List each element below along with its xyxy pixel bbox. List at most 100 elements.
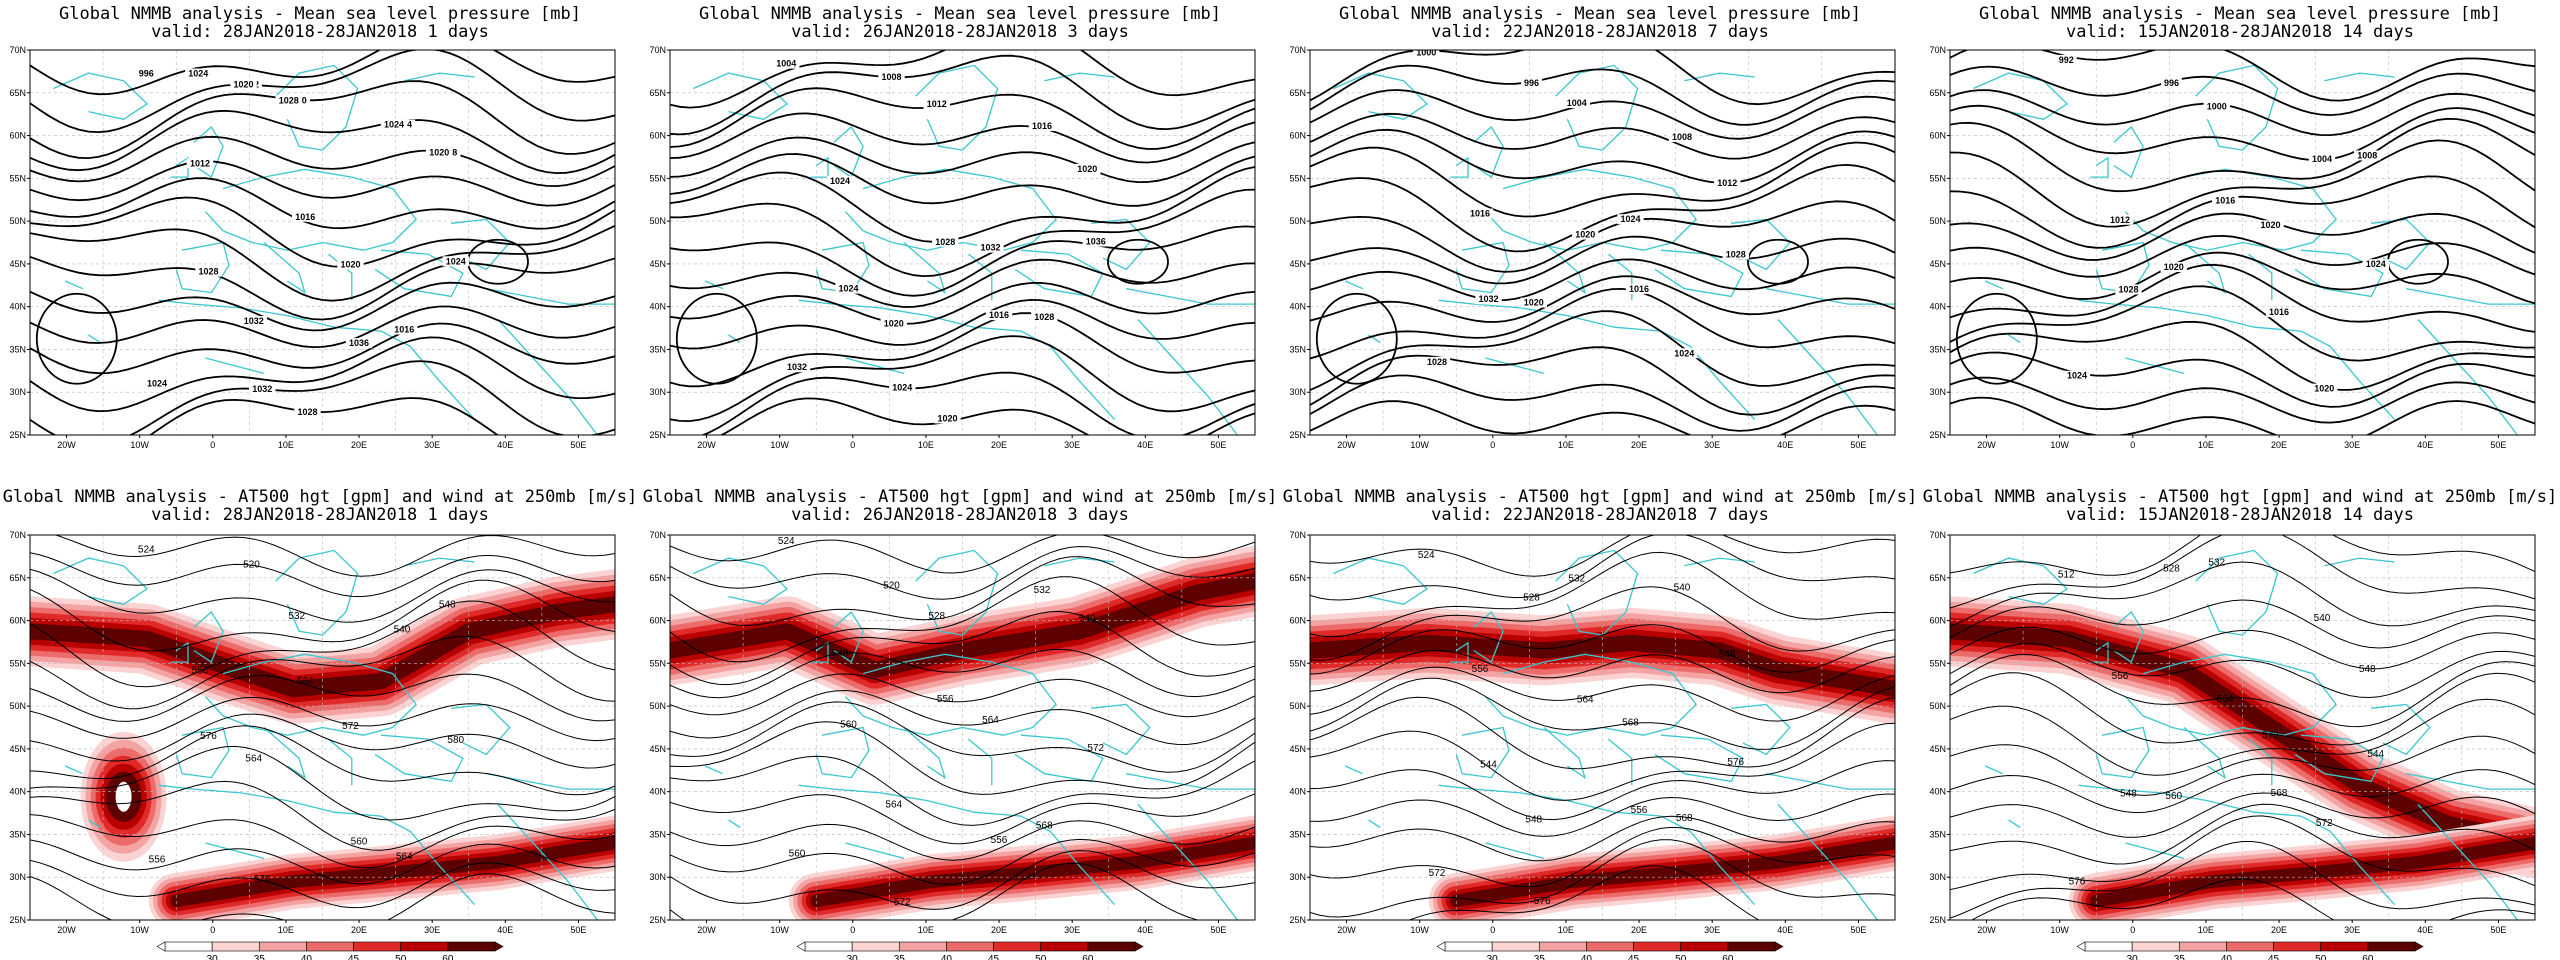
colorbar-tick-label: 40 xyxy=(301,954,313,960)
latitude-label: 50N xyxy=(9,216,26,226)
latitude-label: 70N xyxy=(1929,45,1946,55)
isoline xyxy=(1950,320,2535,391)
isoline xyxy=(1310,89,1895,140)
longitude-label: 10E xyxy=(278,440,294,450)
pressure-map: 9969921000100410081012101610201024102810… xyxy=(9,45,616,450)
colorbar-segment xyxy=(258,941,307,952)
coastline xyxy=(2406,773,2535,790)
isoline xyxy=(670,112,1255,164)
longitude-label: 10W xyxy=(1410,440,1429,450)
latitude-label: 40N xyxy=(649,302,666,312)
contour-label: 576 xyxy=(254,874,271,885)
latitude-label: 45N xyxy=(9,744,26,754)
coastline xyxy=(1485,357,1545,375)
contour-label: 1004 xyxy=(1567,98,1587,108)
contour-label-bg xyxy=(195,266,222,277)
isoline xyxy=(1747,238,1809,285)
coastline xyxy=(704,765,723,775)
contour-label-bg xyxy=(2115,284,2142,295)
contour-label-bg xyxy=(230,79,257,90)
longitude-label: 40E xyxy=(497,440,513,450)
contour-label: 1012 xyxy=(1717,178,1737,188)
contour-label-bg xyxy=(391,324,418,335)
colorbar-tick-label: 60 xyxy=(2362,954,2374,960)
colorbar-segment xyxy=(1087,941,1136,952)
colorbar-segment xyxy=(898,941,947,952)
isoline xyxy=(30,50,615,96)
contour-label: 1028 xyxy=(1034,312,1054,322)
coastline xyxy=(497,804,598,920)
colorbar-segment xyxy=(2131,941,2180,952)
coastline xyxy=(1455,241,1510,294)
coastline xyxy=(2417,804,2518,920)
contour-label: 532 xyxy=(2208,558,2225,569)
contour-label: 528 xyxy=(1523,592,1540,603)
isoline xyxy=(1310,287,1895,360)
contour-label: 520 xyxy=(243,559,260,570)
contour-label: 548 xyxy=(2359,664,2376,675)
latitude-label: 60N xyxy=(9,131,26,141)
contour-label-bg xyxy=(2308,153,2336,164)
contour-label-bg xyxy=(2160,262,2187,273)
coastline xyxy=(1344,765,1363,775)
isoline xyxy=(1310,235,1895,285)
isoline xyxy=(30,725,615,796)
coastline xyxy=(2183,242,2227,295)
isoline xyxy=(30,814,615,869)
contour-label-bg xyxy=(977,242,1004,253)
longitude-label: 20E xyxy=(2271,440,2287,450)
contour-label-bg xyxy=(985,310,1013,321)
contour-label: 1028 xyxy=(198,267,218,277)
contour-label: 564 xyxy=(396,851,413,862)
coastline xyxy=(2078,784,2396,906)
coastline xyxy=(2113,611,2144,664)
isoline xyxy=(30,322,615,375)
latitude-label: 45N xyxy=(649,744,666,754)
contour-label: 1020 xyxy=(429,148,449,158)
contour-label-bg xyxy=(337,259,364,270)
contour-label: 576 xyxy=(1727,757,1744,768)
isoline xyxy=(1950,376,2535,424)
latitude-label: 25N xyxy=(649,915,666,925)
longitude-label: 10E xyxy=(2198,925,2214,935)
isoline xyxy=(1310,163,1895,253)
coastline xyxy=(833,126,864,179)
latitude-label: 35N xyxy=(649,344,666,354)
isoline xyxy=(30,713,615,769)
contour-label: 1032 xyxy=(787,362,807,372)
colorbar-segment xyxy=(2226,941,2274,952)
contour-label: 1020 xyxy=(2314,384,2334,394)
isoline xyxy=(1315,292,1398,385)
latitude-label: 45N xyxy=(649,259,666,269)
colorbar-tick-label: 35 xyxy=(894,954,906,960)
contour-label: 1020 xyxy=(2260,220,2280,230)
coastline xyxy=(158,299,476,421)
longitude-label: 50E xyxy=(1210,440,1226,450)
contour-label: 540 xyxy=(1079,613,1096,624)
isoline xyxy=(1950,769,2535,814)
latitude-label: 50N xyxy=(649,701,666,711)
isoline xyxy=(1950,263,2535,333)
longitude-label: 50E xyxy=(570,925,586,935)
contour-label: 1020 xyxy=(1524,298,1544,308)
coastline xyxy=(2406,288,2535,305)
latitude-label: 25N xyxy=(9,430,26,440)
contour-label-bg xyxy=(380,119,408,130)
contour-label: 1020 xyxy=(340,260,360,270)
contour-label-bg xyxy=(249,383,276,394)
coastline xyxy=(2113,126,2144,179)
isoline xyxy=(670,689,1255,746)
contour-label: 544 xyxy=(2367,749,2384,760)
wind-speed-shading xyxy=(1449,836,1895,908)
contour-label: 1016 xyxy=(1629,284,1649,294)
contour-label: 568 xyxy=(2271,788,2288,799)
contour-label: 1012 xyxy=(2110,215,2130,225)
contour-label: 568 xyxy=(1036,821,1053,832)
isoline xyxy=(670,535,1255,574)
coastline xyxy=(845,842,905,860)
contour-label-bg xyxy=(1572,229,1599,240)
colorbar-segment xyxy=(353,941,402,952)
isoline xyxy=(1310,551,1895,638)
isoline xyxy=(1950,561,2535,628)
contour-label-bg xyxy=(2311,383,2338,394)
